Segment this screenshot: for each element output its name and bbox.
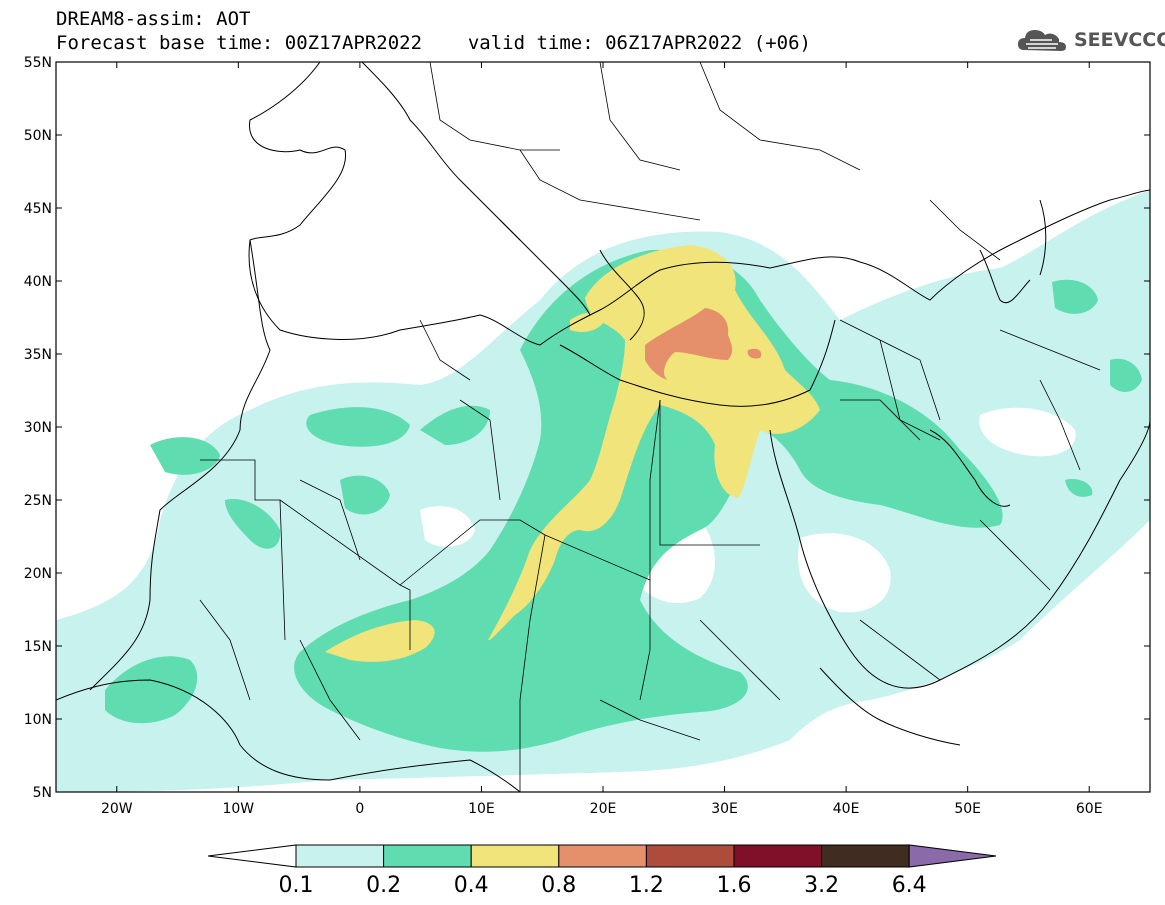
colorbar-label: 0.1 xyxy=(279,873,314,898)
country-borders xyxy=(199,62,1101,792)
colorbar-label: 1.6 xyxy=(717,873,752,898)
colorbar-label: 0.2 xyxy=(366,873,401,898)
lon-tick-label: 20W xyxy=(101,801,133,817)
colorbar-label: 0.8 xyxy=(541,873,576,898)
aot-level-0.4 xyxy=(325,245,820,662)
lon-tick-label: 10E xyxy=(468,801,495,817)
lon-tick-label: 0 xyxy=(355,801,364,817)
chart-subtitle: Forecast base time: 00Z17APR2022 valid t… xyxy=(56,32,811,54)
lat-tick-label: 55N xyxy=(24,55,52,71)
lon-tick-label: 50E xyxy=(954,801,981,817)
colorbar-over-arrow xyxy=(908,844,997,868)
colorbar-bin xyxy=(470,844,560,868)
colorbar-label: 6.4 xyxy=(892,873,927,898)
lat-tick-label: 40N xyxy=(24,274,52,290)
latitude-axis: 55N 50N 45N 40N 35N 30N 25N 20N 15N 10N 5N xyxy=(24,55,1150,801)
colorbar-bin xyxy=(558,844,647,868)
aot-level-0.8 xyxy=(645,308,762,380)
base-time: Forecast base time: 00Z17APR2022 xyxy=(56,32,423,54)
lat-tick-label: 10N xyxy=(24,712,52,728)
colorbar-bin xyxy=(821,844,910,868)
colorbar-bin xyxy=(645,844,735,868)
chart-title: DREAM8-assim: AOT xyxy=(56,8,251,30)
cloud-icon xyxy=(1018,30,1066,51)
colorbar-label: 0.4 xyxy=(454,873,489,898)
colorbar-bin xyxy=(383,844,472,868)
colorbar-label: 1.2 xyxy=(629,873,664,898)
colorbar-bin xyxy=(733,844,823,868)
lat-tick-label: 25N xyxy=(24,493,52,509)
lat-tick-label: 50N xyxy=(24,128,52,144)
lat-tick-label: 15N xyxy=(24,639,52,655)
lon-tick-label: 40E xyxy=(833,801,860,817)
lat-tick-label: 35N xyxy=(24,347,52,363)
lat-tick-label: 20N xyxy=(24,566,52,582)
aot-field xyxy=(56,190,1150,792)
aot-level-0.2 xyxy=(105,249,1142,752)
colorbar-label: 3.2 xyxy=(804,873,839,898)
lon-tick-label: 30E xyxy=(711,801,738,817)
lon-tick-label: 10W xyxy=(222,801,254,817)
lon-tick-label: 60E xyxy=(1076,801,1103,817)
lat-tick-label: 5N xyxy=(33,785,52,801)
lat-tick-label: 45N xyxy=(24,201,52,217)
valid-time: valid time: 06Z17APR2022 (+06) xyxy=(467,32,811,54)
lon-tick-label: 20E xyxy=(590,801,617,817)
logo-text: SEEVCCC xyxy=(1074,29,1165,51)
lat-tick-label: 30N xyxy=(24,420,52,436)
colorbar-bin xyxy=(295,844,385,868)
colorbar-under-arrow xyxy=(207,844,297,868)
longitude-axis: 20W 10W 0 10E 20E 30E 40E 50E 60E xyxy=(101,62,1103,817)
seevccc-logo: SEEVCCC xyxy=(1018,26,1165,56)
colorbar: 0.1 0.2 0.4 0.8 1.2 1.6 3.2 6.4 xyxy=(207,844,997,898)
